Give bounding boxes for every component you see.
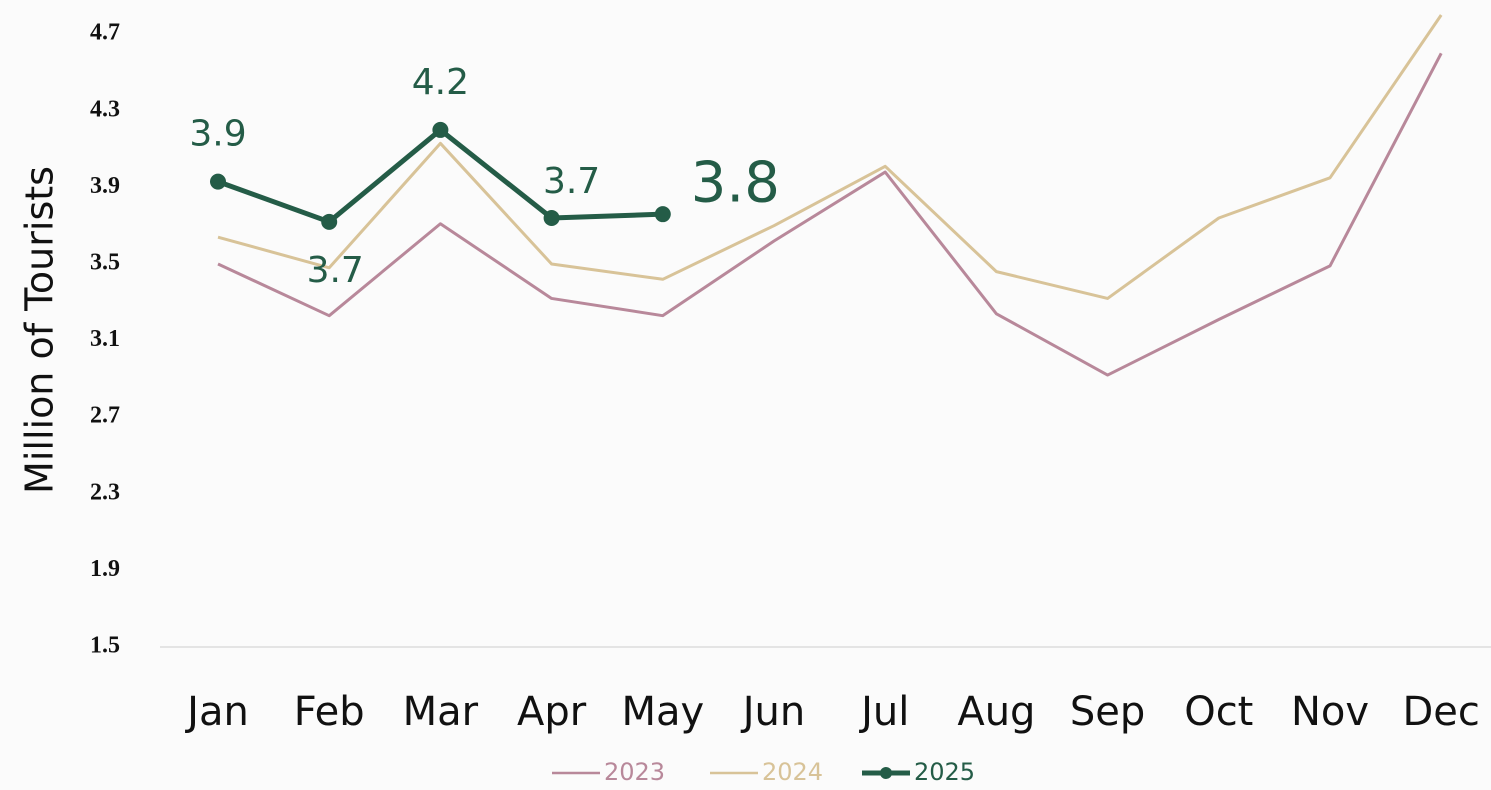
y-tick-label: 4.7 bbox=[90, 20, 120, 46]
x-tick-label: Jan bbox=[184, 689, 249, 735]
series-point bbox=[432, 121, 449, 138]
data-label: 3.7 bbox=[543, 161, 600, 202]
y-tick-label: 2.3 bbox=[90, 479, 120, 505]
series-line bbox=[217, 52, 1443, 377]
series-point bbox=[654, 206, 671, 223]
y-tick-label: 3.1 bbox=[90, 326, 120, 352]
data-label: 3.8 bbox=[691, 150, 780, 215]
legend-label: 2024 bbox=[762, 758, 823, 786]
y-tick-label: 3.9 bbox=[90, 173, 120, 199]
x-tick-label: Nov bbox=[1291, 689, 1369, 735]
data-label: 4.2 bbox=[412, 62, 469, 103]
series-point bbox=[543, 210, 560, 227]
series-point bbox=[210, 173, 226, 190]
data-label: 3.9 bbox=[189, 114, 246, 155]
legend-marker bbox=[880, 767, 892, 779]
y-tick-label: 1.9 bbox=[90, 556, 120, 582]
y-tick-label: 4.3 bbox=[90, 96, 120, 122]
y-tick-label: 3.5 bbox=[90, 249, 120, 275]
data-label: 3.7 bbox=[307, 250, 364, 291]
x-tick-label: May bbox=[621, 689, 704, 735]
series-line bbox=[217, 14, 1443, 300]
x-tick-label: Dec bbox=[1402, 689, 1479, 735]
series-point bbox=[321, 213, 338, 230]
legend-label: 2023 bbox=[604, 758, 665, 786]
legend-label: 2025 bbox=[914, 758, 975, 786]
x-tick-label: Jun bbox=[740, 689, 806, 735]
x-tick-label: Oct bbox=[1184, 689, 1253, 735]
x-tick-label: Aug bbox=[957, 689, 1035, 735]
y-tick-label: 2.7 bbox=[90, 403, 120, 429]
x-tick-label: Apr bbox=[517, 689, 587, 735]
y-tick-label: 1.5 bbox=[90, 633, 120, 659]
x-tick-label: Mar bbox=[403, 689, 479, 735]
x-tick-label: Feb bbox=[294, 689, 365, 735]
x-tick-label: Jul bbox=[858, 689, 909, 735]
x-tick-label: Sep bbox=[1070, 689, 1145, 735]
y-axis-label: Million of Tourists bbox=[18, 166, 62, 494]
